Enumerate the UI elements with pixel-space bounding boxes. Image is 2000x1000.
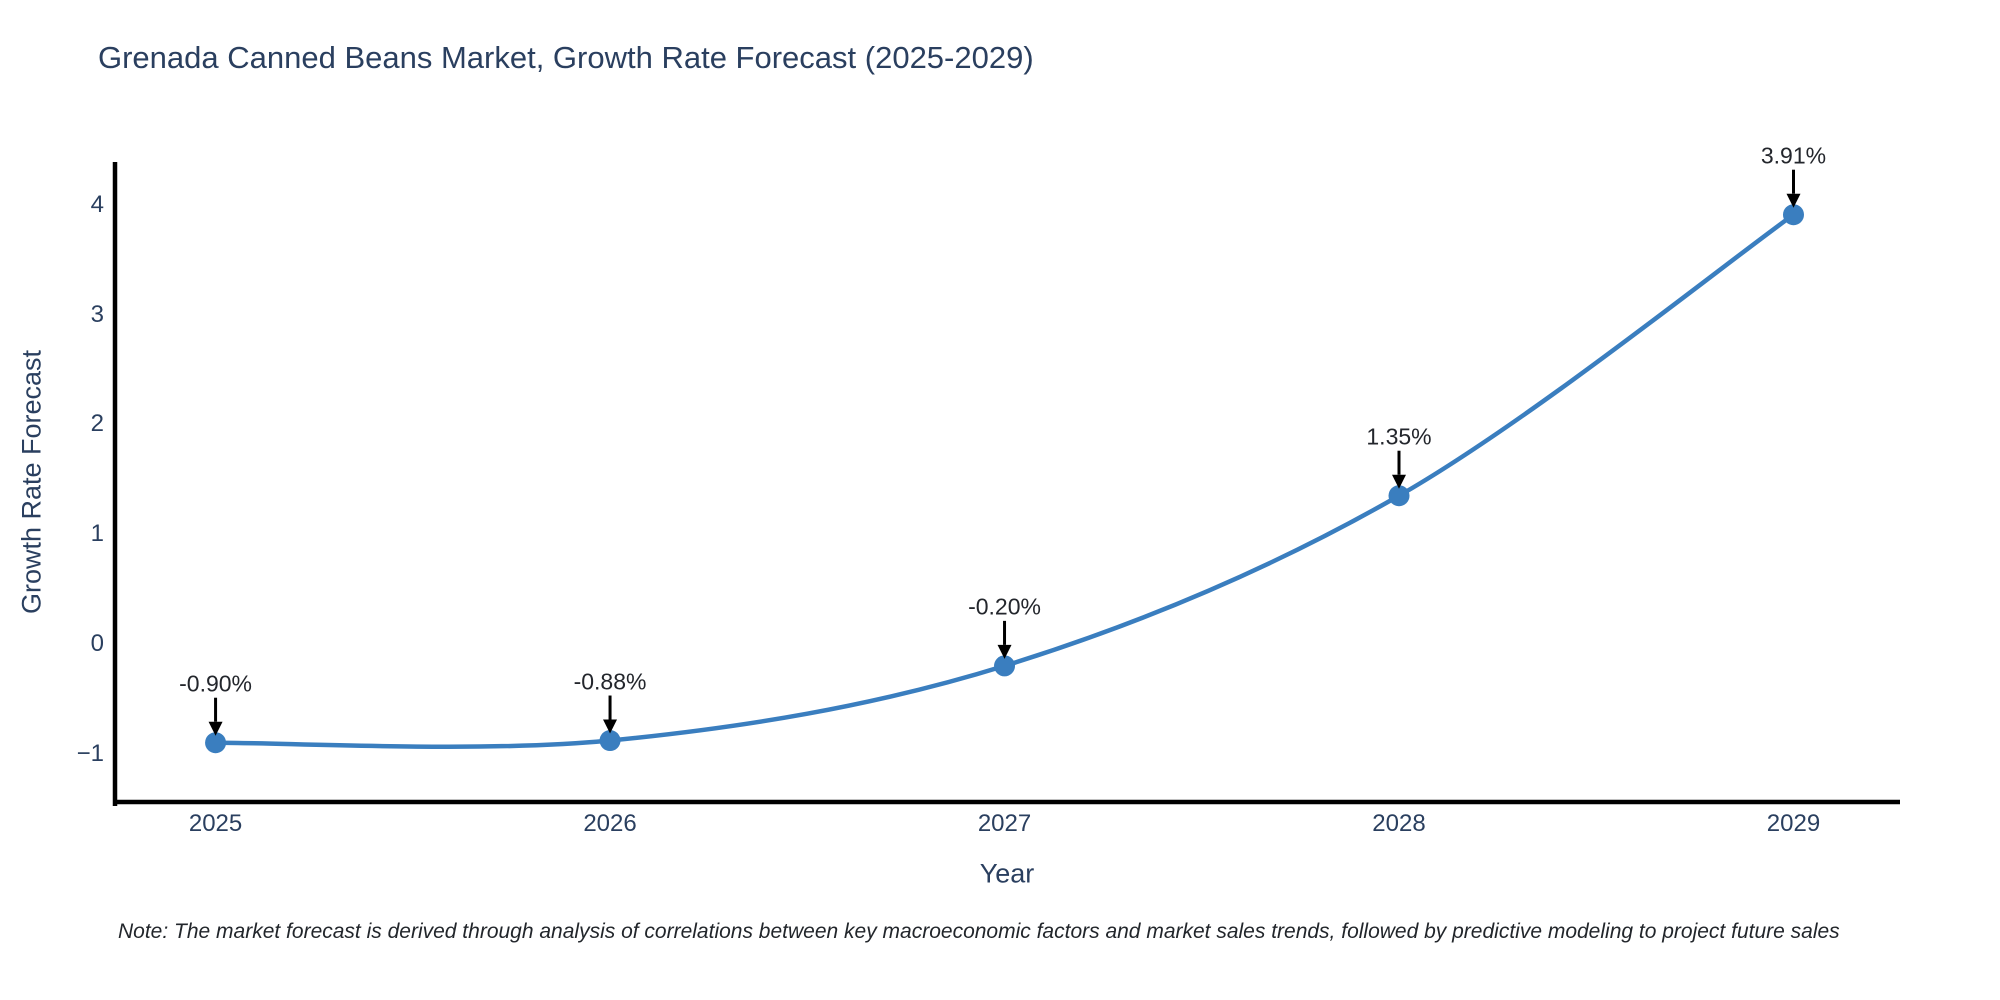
footnote: Note: The market forecast is derived thr…	[118, 920, 1840, 943]
data-point-marker	[994, 655, 1016, 677]
chart-title: Grenada Canned Beans Market, Growth Rate…	[98, 40, 1034, 75]
data-point-marker	[1782, 204, 1804, 226]
annotation-arrowhead	[603, 719, 618, 734]
data-point-marker	[1388, 485, 1410, 507]
y-axis-title: Growth Rate Forecast	[16, 349, 47, 615]
annotation-arrowhead	[1786, 193, 1801, 208]
annotation-arrowhead	[997, 644, 1012, 659]
annotation-arrowhead	[208, 721, 223, 736]
x-axis-title: Year	[979, 858, 1035, 889]
data-point-marker	[205, 732, 227, 754]
data-point-marker	[599, 730, 621, 752]
annotation-arrowhead	[1392, 474, 1407, 489]
